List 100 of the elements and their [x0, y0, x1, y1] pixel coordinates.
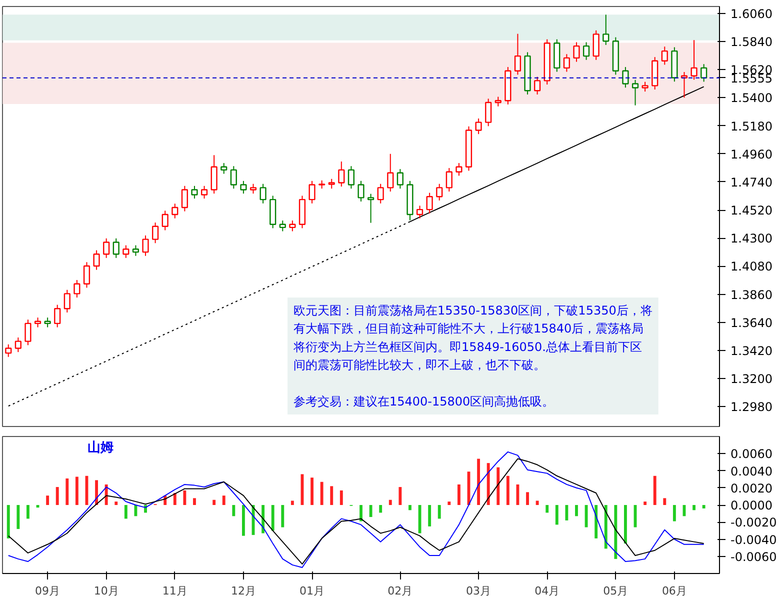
bar: [173, 493, 176, 505]
bar: [428, 505, 432, 526]
bar: [271, 505, 274, 531]
bar: [584, 505, 588, 528]
candlestick: [162, 210, 168, 231]
bar: [408, 505, 412, 510]
bar: [281, 505, 284, 528]
candlestick: [240, 180, 247, 194]
bar: [183, 490, 186, 505]
bar: [310, 478, 314, 505]
candlestick: [54, 304, 61, 328]
x-tick-label: 11月: [162, 584, 188, 598]
bar: [614, 505, 618, 559]
bar: [360, 505, 362, 522]
bar: [692, 505, 696, 510]
bar: [438, 505, 441, 519]
candlestick: [592, 30, 600, 60]
y-tick-label: 1.3640: [730, 316, 772, 330]
y-tick-label: 1.3200: [730, 372, 772, 386]
bar: [663, 498, 666, 505]
candlestick: [387, 153, 394, 192]
candlestick: [348, 166, 354, 190]
candlestick: [260, 183, 266, 204]
bar: [448, 502, 451, 505]
candlestick: [700, 64, 708, 82]
y-tick-label: 1.4520: [730, 204, 772, 218]
candlestick: [328, 178, 335, 190]
y-tick-label: 1.4300: [730, 232, 772, 246]
candlestick: [690, 40, 698, 80]
candlestick: [494, 96, 502, 107]
candlestick: [289, 220, 296, 232]
bar: [124, 505, 128, 519]
candlestick: [426, 192, 433, 214]
candlestick: [475, 118, 482, 135]
y-tick-label: 1.5180: [730, 119, 772, 134]
y-tick-label: 1.5400: [730, 91, 772, 106]
candlestick: [93, 250, 100, 270]
x-tick-label: 10月: [94, 584, 119, 598]
candlestick: [14, 336, 22, 353]
y-tick-label: -0.0060: [730, 550, 777, 564]
candlestick: [220, 162, 228, 174]
bar: [290, 500, 294, 505]
bar: [16, 505, 20, 529]
candlestick: [200, 185, 208, 200]
candlestick: [573, 42, 580, 62]
candlestick: [622, 66, 629, 88]
y-tick-label: -0.0040: [730, 532, 777, 547]
bar: [477, 458, 480, 505]
bar: [232, 505, 236, 516]
y-tick-label: 0.0060: [730, 447, 772, 462]
bar: [66, 478, 69, 505]
y-tick-label: 1.5840: [730, 34, 772, 49]
bar: [134, 505, 138, 516]
candlestick: [112, 238, 120, 258]
candlestick: [368, 193, 374, 224]
bar: [702, 505, 706, 508]
candlestick: [172, 203, 178, 219]
x-tick-label: 03月: [466, 584, 492, 598]
y-tick-label: -0.0020: [730, 516, 777, 530]
candlestick: [642, 81, 648, 92]
candlestick: [24, 319, 32, 346]
y-tick-label: 1.4960: [730, 147, 772, 162]
candlestick: [181, 185, 188, 212]
y-tick-label: 0.0020: [730, 481, 772, 496]
candlestick: [680, 72, 688, 98]
bar: [379, 505, 382, 513]
bar: [555, 505, 558, 525]
candlestick: [416, 205, 424, 219]
bar: [6, 505, 10, 538]
bar: [644, 502, 647, 505]
candlestick: [485, 98, 492, 127]
candlestick: [210, 154, 218, 194]
bar: [340, 490, 343, 505]
candlestick: [44, 317, 51, 328]
y-tick-label: 1.3860: [730, 288, 772, 302]
candlestick: [122, 244, 130, 258]
candlestick: [250, 183, 257, 194]
x-tick-label: 02月: [388, 584, 413, 598]
bar: [330, 486, 334, 505]
candlestick: [661, 46, 668, 66]
candlestick: [64, 289, 70, 313]
y-tick-label: 1.4740: [730, 175, 772, 190]
candlestick: [582, 42, 590, 60]
bar: [546, 505, 549, 513]
candlestick: [563, 54, 570, 72]
bar: [222, 496, 226, 505]
annotation: 山姆: [88, 440, 114, 456]
y-tick-label: 1.4080: [730, 260, 772, 274]
candlestick: [142, 234, 149, 256]
candlestick: [338, 161, 345, 188]
candlestick: [456, 162, 462, 176]
x-tick-label: 04月: [534, 584, 560, 598]
bar: [565, 505, 568, 520]
bar: [486, 463, 490, 505]
candlestick: [632, 79, 639, 106]
candlestick: [514, 33, 522, 76]
annotation: 参考交易：建议在15400-15800区间高抛低吸。: [294, 394, 554, 408]
annotation: 欧元天图：目前震荡格局在15350-15830区间，下破15350后，将有大幅下跌，但目前这种可能性不大，上行破15840后，震荡格局将衍变为上方兰色框区间内。即15849-16050.总体上看目前下区间的震荡可能性比较大，即不上破，也不下破。: [292, 304, 652, 372]
bar: [193, 498, 196, 505]
bar: [114, 502, 118, 505]
